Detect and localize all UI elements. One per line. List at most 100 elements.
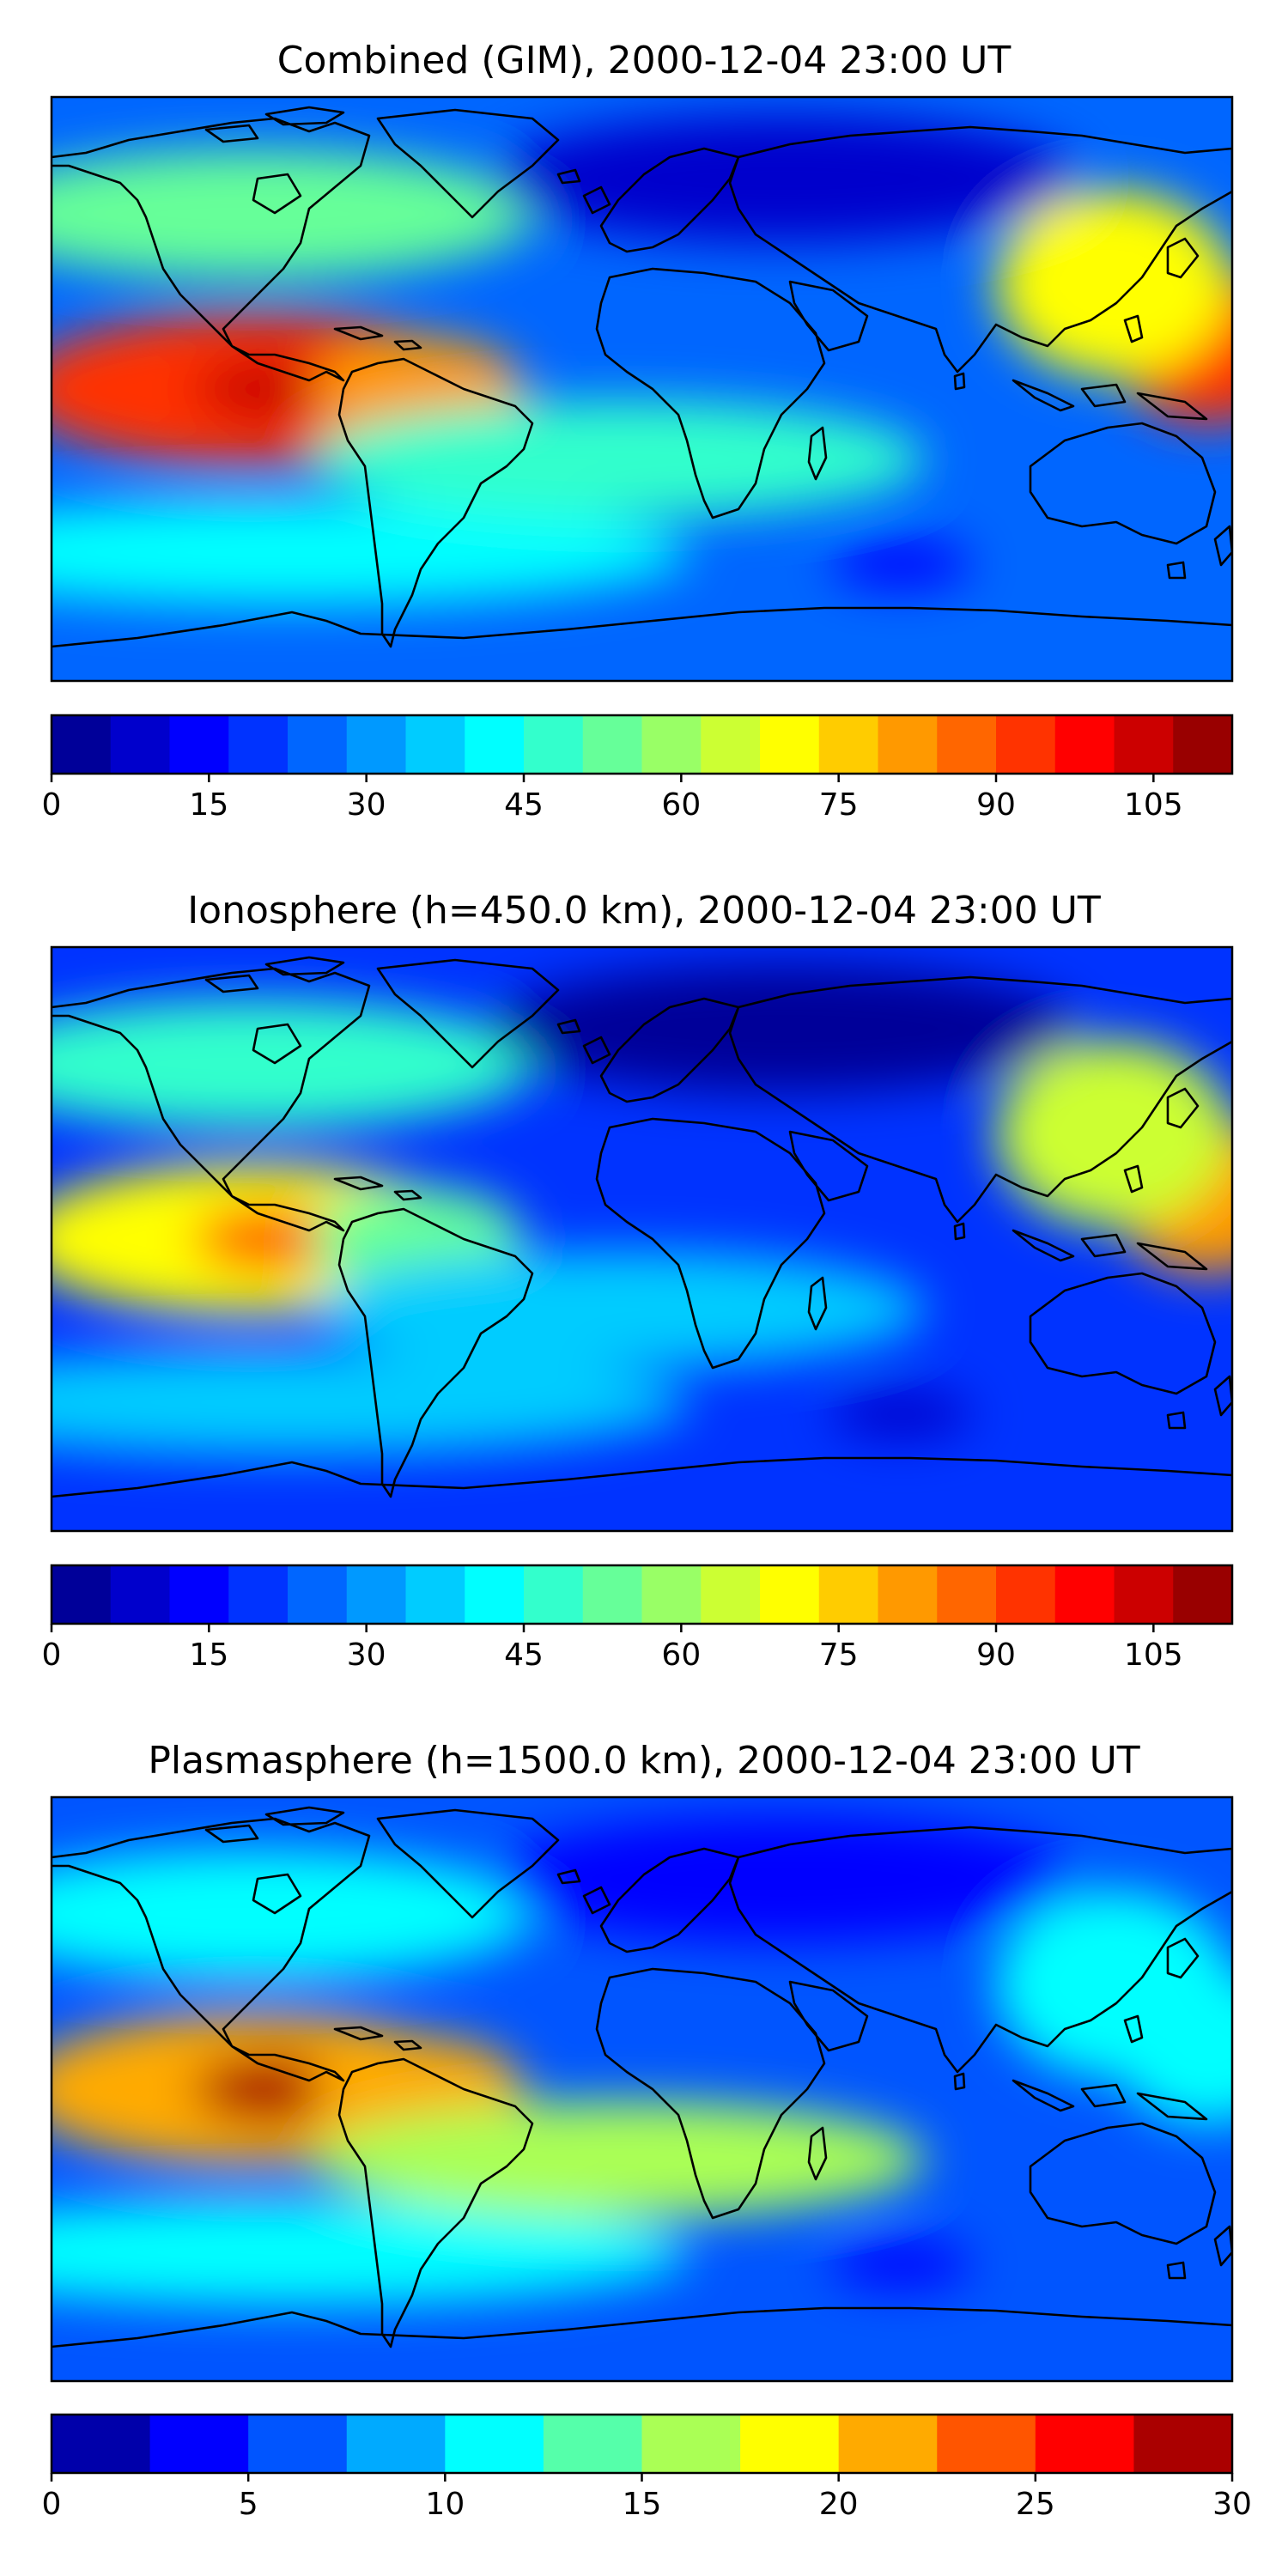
map-area xyxy=(52,1797,1232,2381)
colorbar-tick-label: 75 xyxy=(819,1637,859,1673)
colorbar-tick-label: 25 xyxy=(1016,2487,1055,2522)
colorbar-tick-label: 15 xyxy=(623,2487,662,2522)
field-east-pacific-core xyxy=(193,354,359,424)
map-area xyxy=(52,97,1232,681)
colorbar-tick-label: 20 xyxy=(819,2487,859,2522)
colorbar-tick-label: 15 xyxy=(189,787,228,823)
colorbar-bin xyxy=(52,2415,151,2473)
colorbar-bin xyxy=(110,1565,171,1624)
colorbar-bin xyxy=(543,2415,643,2473)
chart-panel-2: Ionosphere (h=450.0 km), 2000-12-04 23:0… xyxy=(42,889,1234,1673)
field-south-indian-ocean-low xyxy=(830,1390,973,1438)
chart-title: Ionosphere (h=450.0 km), 2000-12-04 23:0… xyxy=(187,889,1101,933)
colorbar-bin xyxy=(465,1565,525,1624)
colorbar-bin xyxy=(169,1565,229,1624)
field-asia-pacific-anomaly xyxy=(996,190,1232,378)
colorbar-bin xyxy=(760,1565,820,1624)
colorbar-bin xyxy=(937,715,997,774)
field-south-indian-ocean-low xyxy=(830,540,973,588)
field-north-pacific-band xyxy=(52,999,536,1128)
colorbar-bin xyxy=(346,1565,407,1624)
colorbar-tick-label: 0 xyxy=(42,2487,62,2522)
colorbar-bin xyxy=(405,715,465,774)
colorbar-tick-label: 15 xyxy=(189,1637,228,1673)
field-south-pacific-band xyxy=(52,1350,690,1455)
colorbar-bin xyxy=(445,2415,544,2473)
colorbar-bin xyxy=(52,715,112,774)
colorbar-bin xyxy=(937,2415,1036,2473)
colorbar-tick-label: 60 xyxy=(661,1637,701,1673)
colorbar-tick-label: 5 xyxy=(239,2487,258,2522)
colorbar-bin xyxy=(760,715,820,774)
colorbar-bin xyxy=(1114,1565,1174,1624)
colorbar-tick-label: 75 xyxy=(819,787,859,823)
colorbar-bin xyxy=(1054,1565,1115,1624)
colorbar-bin xyxy=(465,715,525,774)
colorbar-tick-label: 105 xyxy=(1124,787,1183,823)
map-frame xyxy=(50,945,1234,1533)
colorbar: 0 15 30 45 60 75 90 105 xyxy=(42,1564,1234,1673)
map-frame xyxy=(50,95,1234,683)
chart-title: Plasmasphere (h=1500.0 km), 2000-12-04 2… xyxy=(148,1739,1139,1783)
colorbar-tick-label: 90 xyxy=(976,787,1016,823)
colorbar-tick-label: 30 xyxy=(1212,2487,1252,2522)
colorbar-bin xyxy=(288,715,348,774)
colorbar-bin xyxy=(641,1565,702,1624)
field-north-polar-low xyxy=(488,1814,1079,1943)
field-asia-pacific-anomaly xyxy=(996,1040,1232,1228)
colorbar-bin xyxy=(641,2415,741,2473)
colorbar-bin xyxy=(248,2415,348,2473)
colorbar-frame xyxy=(50,714,1234,775)
field-north-polar-low xyxy=(488,114,1079,243)
colorbar-bin xyxy=(582,1565,643,1624)
colorbar-bin xyxy=(1054,715,1115,774)
colorbar-tick-label: 30 xyxy=(347,1637,386,1673)
colorbar: 0 15 30 45 60 75 90 105 xyxy=(42,714,1234,823)
field-atlantic-arc xyxy=(311,1250,926,1368)
colorbar-tick-label: 60 xyxy=(661,787,701,823)
colorbar-tick-label: 45 xyxy=(504,787,544,823)
colorbar-bin xyxy=(149,2415,249,2473)
colorbar-bin xyxy=(1114,715,1174,774)
colorbar: 0 5 10 15 20 25 30 xyxy=(42,2413,1252,2522)
field-north-pacific-band xyxy=(52,1850,536,1978)
field-south-pacific-band xyxy=(52,500,690,605)
colorbar-bin xyxy=(937,1565,997,1624)
field-atlantic-arc xyxy=(311,400,926,518)
field-south-indian-ocean-low xyxy=(830,2240,973,2288)
colorbar-bin xyxy=(346,2415,446,2473)
colorbar-frame xyxy=(50,1564,1234,1625)
colorbar-tick-label: 10 xyxy=(425,2487,465,2522)
map-area xyxy=(52,947,1232,1531)
field-south-pacific-band xyxy=(52,2200,690,2306)
colorbar-bin xyxy=(1173,715,1233,774)
colorbar-bin xyxy=(1035,2415,1135,2473)
field-asia-pacific-anomaly xyxy=(996,1890,1232,2078)
colorbar-tick-label: 0 xyxy=(42,787,62,823)
colorbar-bin xyxy=(582,715,643,774)
colorbar-bin xyxy=(878,1565,938,1624)
colorbar-bin xyxy=(701,1565,761,1624)
map-frame xyxy=(50,1795,1234,2383)
colorbar-bin xyxy=(524,1565,584,1624)
colorbar-bin xyxy=(169,715,229,774)
colorbar-bin xyxy=(228,715,289,774)
colorbar-bin xyxy=(701,715,761,774)
colorbar-bin xyxy=(641,715,702,774)
field-east-pacific-core xyxy=(193,1204,359,1274)
colorbar-tick-label: 30 xyxy=(347,787,386,823)
colorbar-tick-label: 45 xyxy=(504,1637,544,1673)
colorbar-bin xyxy=(228,1565,289,1624)
colorbar-bin xyxy=(405,1565,465,1624)
colorbar-bin xyxy=(524,715,584,774)
field-east-pacific-core xyxy=(193,2054,359,2124)
colorbar-bin xyxy=(818,1565,879,1624)
colorbar-bin xyxy=(996,1565,1056,1624)
colorbar-bin xyxy=(1173,1565,1233,1624)
field-north-pacific-band xyxy=(52,149,536,278)
colorbar-bin xyxy=(346,715,407,774)
colorbar-bin xyxy=(878,715,938,774)
colorbar-bin xyxy=(818,715,879,774)
chart-title: Combined (GIM), 2000-12-04 23:00 UT xyxy=(277,39,1012,82)
colorbar-bin xyxy=(838,2415,938,2473)
